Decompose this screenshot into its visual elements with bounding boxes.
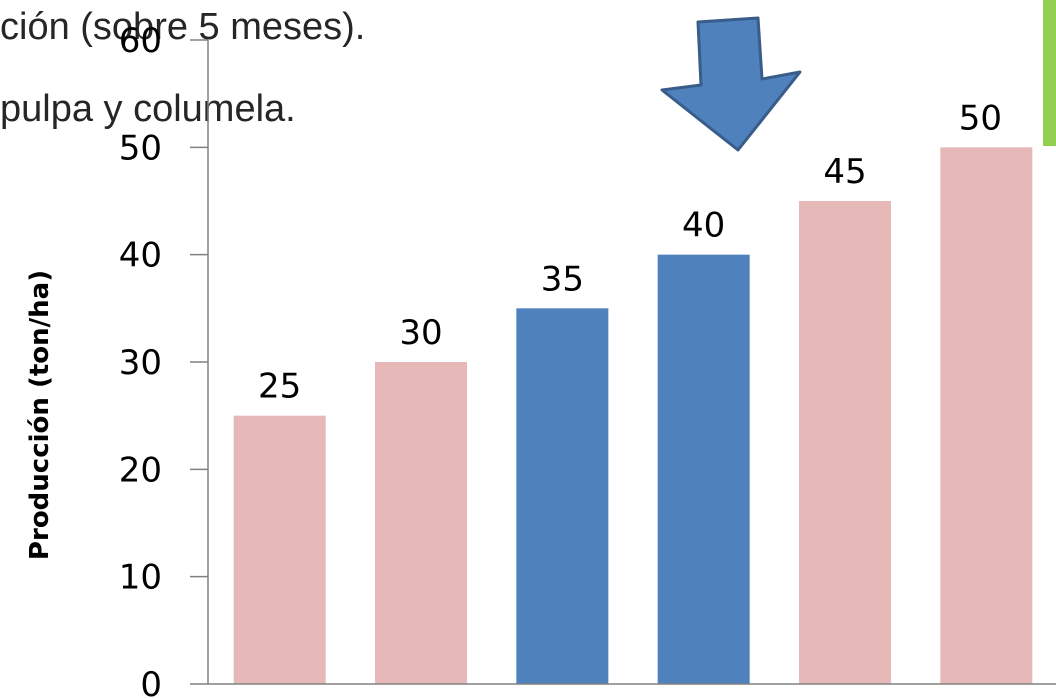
y-tick-label: 30 <box>119 343 162 383</box>
data-label-3: 35 <box>541 259 584 299</box>
data-label-6: 50 <box>959 98 1002 138</box>
y-tick-label: 40 <box>119 236 162 276</box>
y-tick-label: 0 <box>140 665 162 698</box>
y-tick-label: 10 <box>119 558 162 598</box>
bar-1 <box>233 415 326 684</box>
overlay-text-line-2: pulpa y columela. <box>0 88 296 130</box>
y-tick-label: 50 <box>119 128 162 168</box>
data-label-1: 25 <box>258 367 301 407</box>
overlay-text-line-1: ción (sobre 5 meses). <box>0 6 366 48</box>
data-label-4: 40 <box>682 206 725 246</box>
bar-2 <box>375 362 467 684</box>
y-tick-label: 60 <box>119 21 162 61</box>
data-label-2: 30 <box>399 313 442 353</box>
accent-bar <box>1043 0 1056 146</box>
y-axis-title: Producción (ton/ha) <box>25 270 55 560</box>
down-arrow-icon <box>660 16 802 152</box>
bar-4 <box>657 254 750 684</box>
bar-3 <box>516 308 609 684</box>
data-label-5: 45 <box>823 152 866 192</box>
bar-6 <box>940 147 1033 685</box>
bar-5 <box>799 201 891 684</box>
y-tick-label: 20 <box>119 450 162 490</box>
